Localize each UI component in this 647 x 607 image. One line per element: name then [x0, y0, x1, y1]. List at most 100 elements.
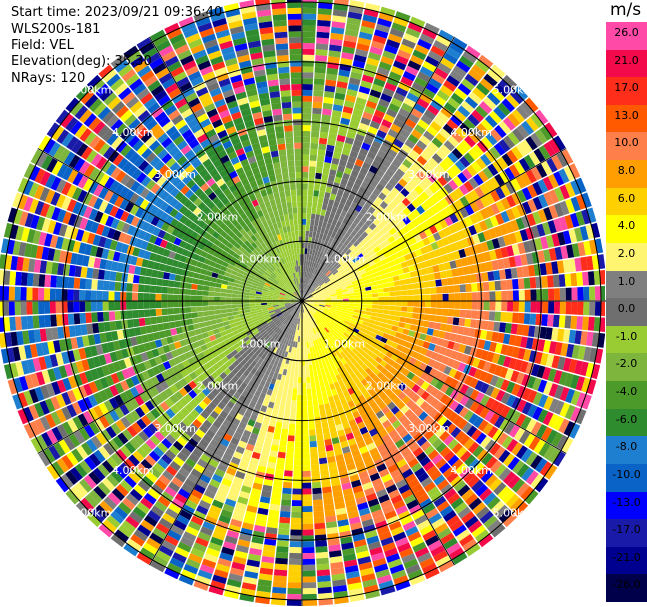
radar-gate: [439, 383, 450, 394]
radar-gate: [517, 347, 526, 360]
radar-gate: [426, 328, 434, 336]
radar-gate: [313, 352, 318, 359]
radar-gate: [41, 432, 53, 447]
radar-gate: [310, 352, 315, 359]
radar-gate: [205, 270, 213, 277]
radar-gate: [64, 225, 74, 239]
radar-gate: [239, 459, 250, 469]
radar-gate: [202, 396, 212, 406]
radar-gate: [72, 240, 81, 253]
radar-gate: [317, 8, 332, 16]
radar-gate: [319, 323, 325, 330]
radar-gate: [350, 357, 357, 365]
radar-gate: [401, 102, 413, 113]
radar-gate: [24, 212, 35, 228]
radar-gate: [435, 148, 447, 160]
radar-gate: [149, 386, 160, 397]
radar-gate: [293, 305, 299, 310]
radar-gate: [374, 438, 384, 448]
radar-gate: [424, 287, 431, 295]
radar-gate: [317, 581, 332, 588]
radar-gate: [570, 315, 578, 330]
radar-gate: [79, 312, 87, 324]
radar-gate: [238, 421, 247, 430]
radar-gate: [547, 368, 557, 382]
radar-gate: [303, 306, 306, 313]
radar-gate: [435, 279, 442, 287]
radar-gate: [285, 452, 294, 460]
radar-gate: [426, 125, 439, 137]
radar-gate: [493, 106, 507, 120]
radar-gate: [329, 556, 343, 564]
radar-gate: [252, 482, 263, 491]
radar-gate: [454, 87, 468, 101]
radar-gate: [133, 434, 145, 446]
radar-gate: [276, 540, 289, 547]
radar-gate: [327, 283, 334, 288]
radar-gate: [70, 486, 84, 501]
radar-gate: [501, 98, 516, 113]
radar-gate: [38, 274, 46, 287]
radar-gate: [289, 309, 295, 315]
radar-gate: [443, 510, 457, 522]
radar-gate: [226, 308, 233, 313]
radar-gate: [278, 322, 284, 329]
radar-gate: [342, 402, 350, 411]
radar-gate: [249, 387, 257, 395]
radar-gate: [197, 391, 207, 401]
radar-gate: [241, 522, 254, 531]
radar-gate: [239, 330, 247, 337]
radar-gate: [504, 167, 516, 181]
radar-gate: [413, 233, 423, 243]
radar-gate: [455, 446, 468, 459]
radar-gate: [361, 231, 369, 239]
radar-gate: [235, 470, 246, 480]
radar-gate: [480, 470, 494, 484]
radar-gate: [360, 513, 373, 522]
radar-gate: [411, 351, 420, 360]
radar-gate: [109, 321, 117, 331]
radar-gate: [543, 445, 556, 461]
radar-gate: [461, 422, 473, 434]
radar-gate: [307, 400, 313, 407]
radar-gate: [459, 156, 471, 168]
radar-gate: [424, 228, 433, 237]
radar-gate: [303, 324, 305, 331]
radar-gate: [235, 345, 243, 353]
radar-gate: [300, 306, 302, 313]
radar-gate: [290, 529, 302, 536]
radar-gate: [98, 446, 111, 460]
radar-gate: [393, 223, 402, 232]
radar-gate: [382, 355, 391, 363]
radar-gate: [80, 497, 95, 512]
radar-gate: [272, 303, 279, 306]
radar-gate: [291, 322, 295, 329]
radar-gate: [302, 588, 317, 595]
radar-gate: [235, 501, 247, 511]
radar-gate: [167, 294, 174, 301]
radar-gate: [143, 342, 152, 352]
radar-gate: [94, 418, 105, 432]
radar-gate: [350, 392, 358, 401]
radar-gate: [246, 468, 257, 477]
radar-gate: [350, 424, 359, 433]
radar-gate: [345, 23, 360, 32]
radar-gate: [211, 371, 219, 380]
radar-gate: [403, 494, 416, 505]
radar-gate: [382, 50, 396, 60]
radar-gate: [79, 278, 87, 290]
radar-gate: [175, 326, 183, 335]
radar-gate: [435, 164, 446, 176]
radar-gate: [302, 7, 317, 14]
radar-gate: [470, 319, 477, 329]
radar-gate: [422, 415, 433, 426]
radar-gate: [245, 565, 260, 574]
radar-gate: [346, 284, 353, 289]
radar-gate: [482, 281, 490, 292]
radar-gate: [325, 150, 334, 158]
radar-gate: [417, 353, 426, 362]
radar-gate: [283, 319, 289, 325]
radar-gate: [381, 218, 389, 227]
radar-gate: [534, 351, 543, 365]
